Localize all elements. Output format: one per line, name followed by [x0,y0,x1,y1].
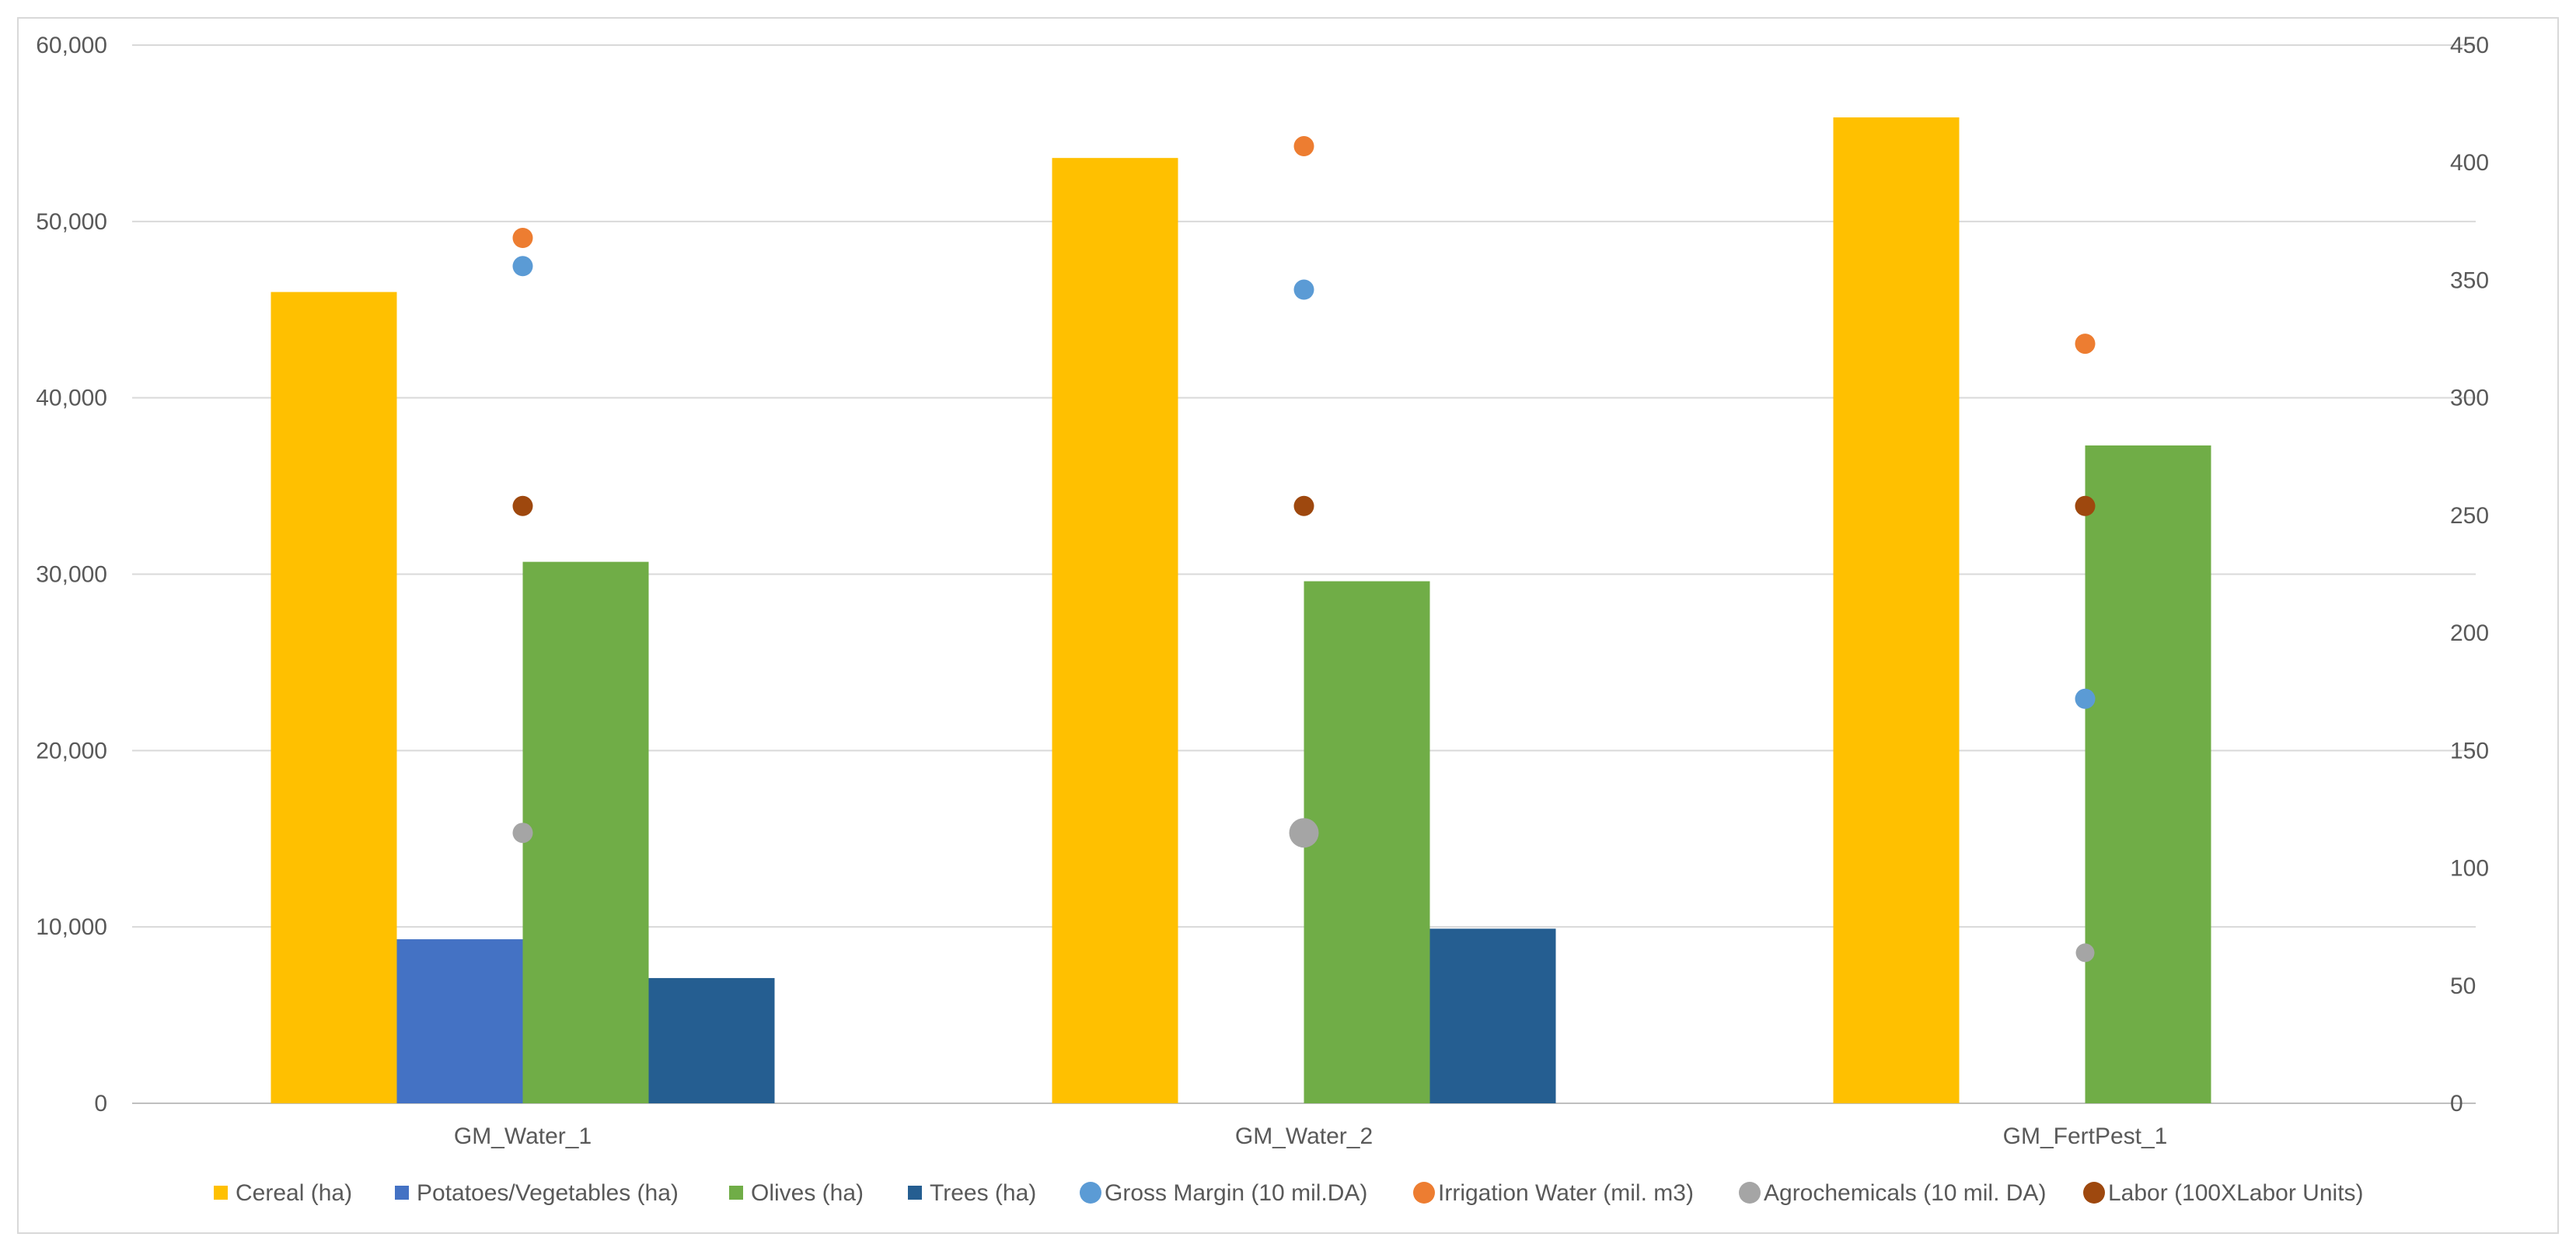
legend-label: Olives (ha) [751,1180,864,1206]
bar [648,977,775,1103]
legend-label: Trees (ha) [930,1180,1036,1206]
y2-tick-label: 50 [2450,973,2476,999]
data-point [2075,334,2096,355]
y2-tick-label: 150 [2450,738,2489,764]
y-tick-label: 10,000 [36,914,107,940]
data-point [1289,818,1319,848]
data-point [512,256,533,277]
data-point [2075,688,2096,709]
data-point [2075,943,2095,963]
data-point [2075,495,2096,516]
y2-tick-label: 100 [2450,856,2489,882]
y2-tick-label: 200 [2450,620,2489,646]
bar [2085,445,2211,1103]
x-tick-label: GM_FertPest_1 [2003,1123,2168,1149]
legend-label: Agrochemicals (10 mil. DA) [1764,1180,2046,1206]
legend-label: Irrigation Water (mil. m3) [1438,1180,1694,1206]
data-point [512,228,533,249]
bar [1429,928,1556,1103]
y2-tick-label: 350 [2450,267,2489,293]
bar [1304,581,1430,1103]
y2-tick-label: 0 [2450,1091,2463,1116]
legend-marker [1080,1182,1101,1204]
legend-marker [1413,1182,1435,1204]
legend-marker [2083,1182,2105,1204]
y-tick-label: 40,000 [36,386,107,411]
y2-tick-label: 450 [2450,33,2489,58]
data-point [512,823,533,844]
bar [271,292,397,1104]
y-tick-label: 0 [94,1091,107,1116]
y2-tick-label: 400 [2450,150,2489,176]
bar [522,561,649,1103]
legend-swatch [395,1186,409,1200]
scatter-marks [512,136,2096,963]
y-tick-label: 60,000 [36,33,107,58]
y-tick-label: 20,000 [36,738,107,764]
legend-swatch [729,1186,743,1200]
bar [1052,158,1178,1103]
y-tick-label: 30,000 [36,562,107,588]
x-tick-label: GM_Water_1 [454,1123,592,1149]
data-point [512,495,533,516]
legend-label: Cereal (ha) [236,1180,352,1206]
primary-y-axis: 0 10,000 20,000 30,000 40,000 50,000 60,000 [36,33,107,1116]
y-tick-label: 50,000 [36,209,107,235]
legend-label: Gross Margin (10 mil.DA) [1105,1180,1367,1206]
data-point [1293,136,1314,157]
bar [396,939,523,1103]
legend-swatch [908,1186,922,1200]
x-axis: GM_Water_1 GM_Water_2 GM_FertPest_1 [454,1123,2168,1149]
legend: Cereal (ha) Potatoes/Vegetables (ha) Olive… [214,1180,2364,1206]
legend-marker [1739,1182,1761,1204]
secondary-y-axis: 0 50 100 150 200 250 300 350 400 450 [2450,33,2489,1116]
y2-tick-label: 250 [2450,503,2489,529]
bar [1833,117,1960,1103]
y2-tick-label: 300 [2450,386,2489,411]
data-point [1293,495,1314,516]
bar-marks [271,117,2211,1104]
legend-swatch [214,1186,228,1200]
data-point [1293,279,1314,300]
legend-label: Potatoes/Vegetables (ha) [417,1180,679,1206]
x-tick-label: GM_Water_2 [1235,1123,1373,1149]
legend-label: Labor (100XLabor Units) [2108,1180,2364,1206]
